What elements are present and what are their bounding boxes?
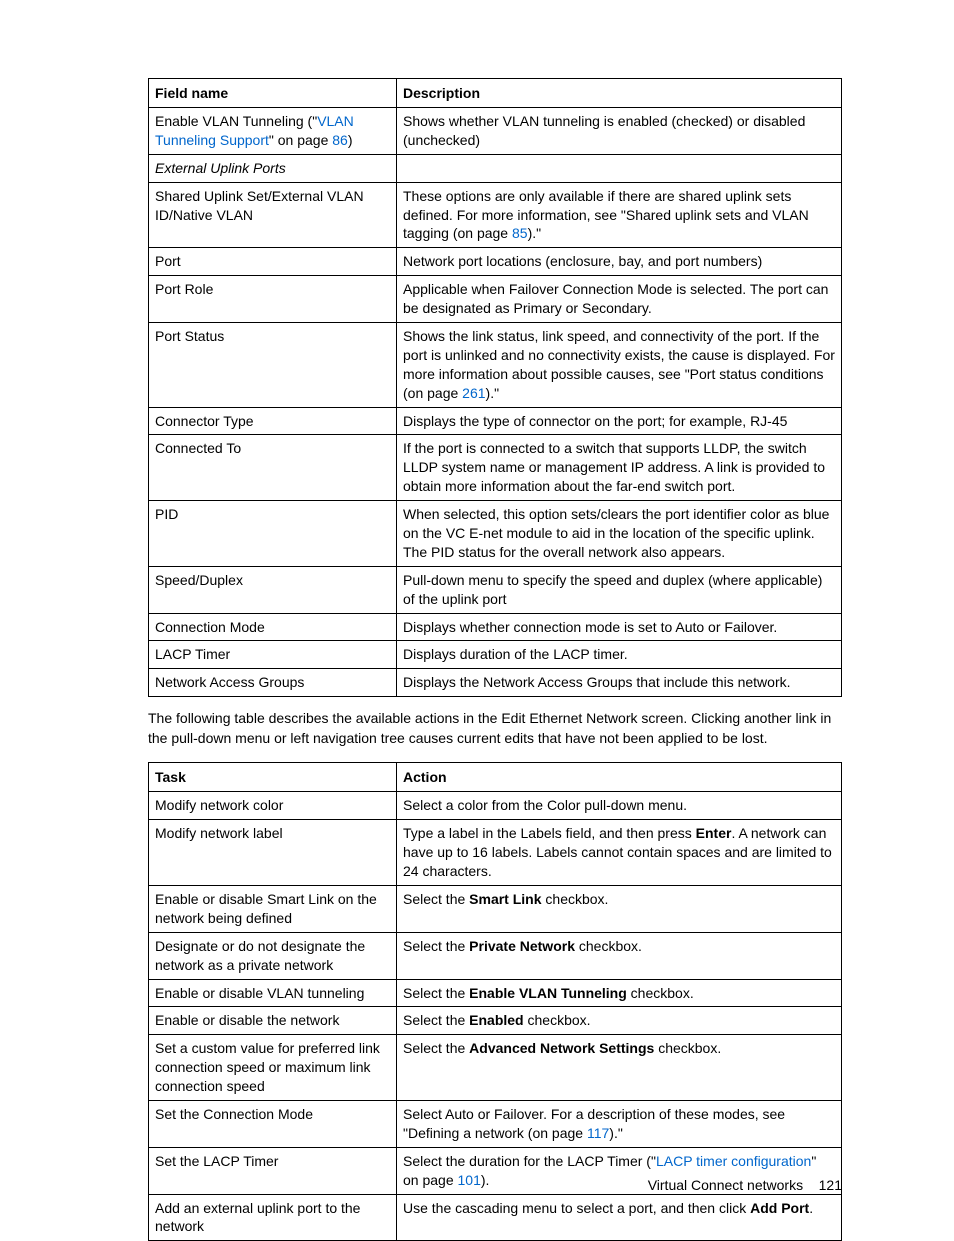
action-cell: Select a color from the Color pull-down … [397,792,842,820]
description-cell: These options are only available if ther… [397,182,842,248]
description-cell: Shows whether VLAN tunneling is enabled … [397,108,842,155]
task-cell: Modify network label [149,820,397,886]
table-row: Network Access GroupsDisplays the Networ… [149,669,842,697]
table-row: Modify network labelType a label in the … [149,820,842,886]
table-row: Speed/DuplexPull-down menu to specify th… [149,566,842,613]
task-cell: Modify network color [149,792,397,820]
field-name-cell: PID [149,501,397,567]
action-cell: Select the Advanced Network Settings che… [397,1035,842,1101]
description-cell: Displays the Network Access Groups that … [397,669,842,697]
task-action-table: Task Action Modify network colorSelect a… [148,762,842,1241]
table-row: External Uplink Ports [149,154,842,182]
table2-header-task: Task [149,763,397,792]
field-name-cell: Port Role [149,276,397,323]
field-name-cell: Shared Uplink Set/External VLAN ID/Nativ… [149,182,397,248]
description-cell: Network port locations (enclosure, bay, … [397,248,842,276]
field-name-cell: Network Access Groups [149,669,397,697]
task-cell: Enable or disable VLAN tunneling [149,979,397,1007]
table-row: PIDWhen selected, this option sets/clear… [149,501,842,567]
task-cell: Enable or disable the network [149,1007,397,1035]
table-row: Shared Uplink Set/External VLAN ID/Nativ… [149,182,842,248]
table1-header-field: Field name [149,79,397,108]
footer-page-number: 121 [819,1177,842,1193]
description-cell: Shows the link status, link speed, and c… [397,323,842,408]
field-name-cell: Enable VLAN Tunneling ("VLAN Tunneling S… [149,108,397,155]
field-name-cell: Port Status [149,323,397,408]
task-cell: Set the LACP Timer [149,1147,397,1194]
field-name-cell: External Uplink Ports [149,154,397,182]
table-row: Add an external uplink port to the netwo… [149,1194,842,1241]
document-page: Field name Description Enable VLAN Tunne… [0,0,954,1235]
table-row: Modify network colorSelect a color from … [149,792,842,820]
intro-paragraph: The following table describes the availa… [148,709,842,748]
action-cell: Select the Private Network checkbox. [397,932,842,979]
table-row: Designate or do not designate the networ… [149,932,842,979]
description-cell: Displays duration of the LACP timer. [397,641,842,669]
table-row: Enable or disable VLAN tunnelingSelect t… [149,979,842,1007]
table1-header-description: Description [397,79,842,108]
action-cell: Select the Enable VLAN Tunneling checkbo… [397,979,842,1007]
description-cell: Displays the type of connector on the po… [397,407,842,435]
table-row: Enable or disable the networkSelect the … [149,1007,842,1035]
field-name-cell: Connection Mode [149,613,397,641]
field-name-cell: Connector Type [149,407,397,435]
table-row: LACP TimerDisplays duration of the LACP … [149,641,842,669]
task-cell: Add an external uplink port to the netwo… [149,1194,397,1241]
field-name-cell: Speed/Duplex [149,566,397,613]
description-cell: Applicable when Failover Connection Mode… [397,276,842,323]
task-cell: Set a custom value for preferred link co… [149,1035,397,1101]
table2-header-action: Action [397,763,842,792]
table-row: Port RoleApplicable when Failover Connec… [149,276,842,323]
task-cell: Set the Connection Mode [149,1101,397,1148]
task-cell: Enable or disable Smart Link on the netw… [149,886,397,933]
description-cell: Displays whether connection mode is set … [397,613,842,641]
footer-text: Virtual Connect networks [648,1177,803,1193]
description-cell [397,154,842,182]
table-row: PortNetwork port locations (enclosure, b… [149,248,842,276]
table-row: Enable VLAN Tunneling ("VLAN Tunneling S… [149,108,842,155]
table-row: Connection ModeDisplays whether connecti… [149,613,842,641]
table-row: Port StatusShows the link status, link s… [149,323,842,408]
field-description-table: Field name Description Enable VLAN Tunne… [148,78,842,697]
table-row: Enable or disable Smart Link on the netw… [149,886,842,933]
action-cell: Use the cascading menu to select a port,… [397,1194,842,1241]
field-name-cell: Port [149,248,397,276]
description-cell: Pull-down menu to specify the speed and … [397,566,842,613]
page-footer: Virtual Connect networks 121 [648,1177,842,1193]
action-cell: Type a label in the Labels field, and th… [397,820,842,886]
table-row: Set a custom value for preferred link co… [149,1035,842,1101]
description-cell: If the port is connected to a switch tha… [397,435,842,501]
table-row: Connector TypeDisplays the type of conne… [149,407,842,435]
table-row: Connected ToIf the port is connected to … [149,435,842,501]
task-cell: Designate or do not designate the networ… [149,932,397,979]
action-cell: Select the Enabled checkbox. [397,1007,842,1035]
field-name-cell: Connected To [149,435,397,501]
action-cell: Select Auto or Failover. For a descripti… [397,1101,842,1148]
description-cell: When selected, this option sets/clears t… [397,501,842,567]
table-row: Set the Connection ModeSelect Auto or Fa… [149,1101,842,1148]
action-cell: Select the Smart Link checkbox. [397,886,842,933]
field-name-cell: LACP Timer [149,641,397,669]
